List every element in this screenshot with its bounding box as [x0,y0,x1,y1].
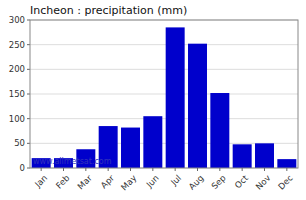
x-tick-label: Nov [254,173,273,192]
chart: 0 50 100 150 200 250 300 Jan FebMar AprMay Jun Jul A… [0,0,306,200]
grid-line [30,69,298,70]
x-tick [41,168,42,171]
bar [121,128,140,168]
x-tick-label: Feb [54,173,72,191]
plot-frame [30,20,298,168]
x-tick-label: Jun [144,173,161,190]
bar [255,143,274,168]
x-tick [108,168,109,171]
x-tick-label: Jan [32,173,49,190]
bars [32,27,297,168]
y-tick-label: 100 [9,114,25,124]
x-tick [242,168,243,171]
bar [277,159,296,168]
x-tick [264,168,265,171]
y-tick-label: 200 [9,64,25,74]
bar [188,44,207,168]
x-tick-label: Oct [233,172,251,190]
watermark: www.allmetsat.com [33,157,112,166]
x-tick-label: Apr [99,173,117,191]
bar [210,93,229,168]
y-tick-label: 250 [9,40,25,50]
grid [30,20,298,168]
x-tick [85,168,86,171]
x-tick [175,168,176,171]
x-tick-label: Dec [276,173,295,192]
x-tick [130,168,131,171]
grid-line [30,94,298,95]
x-tick-label: Sep [209,173,227,191]
x-tick-label: Mar [75,173,94,192]
x-tick-label: Jul [168,173,183,188]
grid-line [30,44,298,45]
y-tick-label: 0 [20,163,25,173]
y-tick-label: 300 [9,15,25,25]
y-tick-label: 150 [9,89,25,99]
y-tick-label: 50 [14,138,25,148]
x-tick [286,168,287,171]
bar [166,27,185,168]
grid-line [30,118,298,119]
x-tick [63,168,64,171]
x-tick [197,168,198,171]
x-tick [219,168,220,171]
title: Incheon : precipitation (mm) [30,4,187,17]
bar [233,144,252,168]
x-tick [152,168,153,171]
x-tick-label: Aug [187,173,206,192]
x-tick-label: May [119,173,139,193]
bar [143,116,162,168]
